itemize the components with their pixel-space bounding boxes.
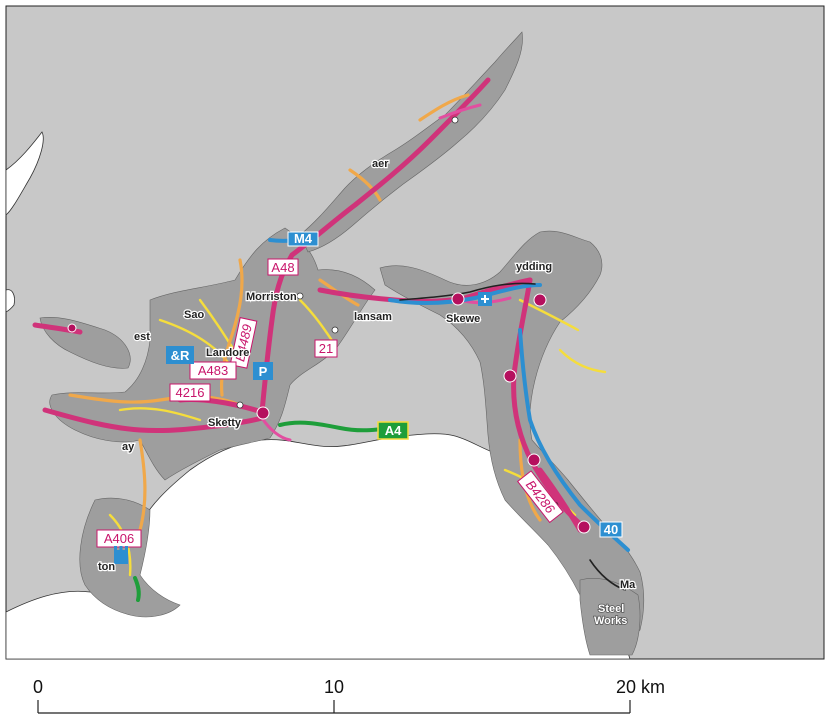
road-shields: A48 B4489 A483 4216 A406 B4286 21 A4 (96, 231, 623, 548)
place-works: Works (594, 615, 627, 627)
scale-bar: 0 10 20 km (33, 677, 665, 714)
shield-m4-label: M4 (294, 231, 313, 246)
shield-a483-label: A483 (198, 363, 228, 378)
road-neath (511, 277, 588, 531)
place-sao: Sao (184, 309, 204, 321)
urban-areas (39, 31, 645, 656)
road-a4-green (278, 420, 392, 433)
junctions (67, 292, 591, 534)
shield-a48-label: A48 (271, 260, 294, 275)
place-morriston: Morriston (246, 291, 297, 303)
castle-icon (114, 546, 128, 564)
shield-a406: A406 (96, 529, 142, 548)
airport-icon (478, 292, 492, 306)
shield-a4216-label: 4216 (176, 385, 205, 400)
shield-a406-label: A406 (104, 531, 134, 546)
place-aer: aer (372, 158, 389, 170)
park-and-ride-icon: &R (166, 346, 194, 364)
scale-label-10: 10 (324, 677, 344, 697)
scale-label-0: 0 (33, 677, 43, 697)
shield-21: 21 (314, 339, 338, 358)
road-m4 (388, 283, 542, 305)
shield-a4-green: A4 (377, 421, 409, 440)
svg-text:&R: &R (171, 348, 190, 363)
shield-40-label: 40 (604, 522, 618, 537)
place-sketty: Sketty (208, 417, 242, 429)
road-west (42, 407, 265, 434)
place-ydding: ydding (516, 261, 552, 273)
place-est: est (134, 331, 150, 343)
svg-text:P: P (259, 364, 268, 379)
place-ay: ay (122, 441, 135, 453)
place-landore: Landore (206, 347, 249, 359)
parking-icon: P (253, 362, 273, 380)
shield-40: 40 (599, 521, 623, 538)
road-b4286 (537, 467, 583, 533)
shield-b4489: B4489 (229, 317, 258, 369)
shield-a4-green-label: A4 (385, 423, 402, 438)
place-ma: Ma (620, 579, 636, 591)
place-ton: ton (98, 561, 115, 573)
shield-m4: M4 (287, 231, 319, 247)
shield-a4216: 4216 (169, 383, 211, 402)
place-lansam: lansam (354, 311, 392, 323)
shield-a48: A48 (267, 258, 299, 276)
river-west-2 (5, 289, 15, 313)
shield-21-label: 21 (319, 341, 333, 356)
scale-label-20: 20 km (616, 677, 665, 697)
place-skewe: Skewe (446, 313, 480, 325)
place-labels: Morriston Landore Sketty Sao est lansam … (97, 157, 638, 628)
shield-a483: A483 (189, 361, 237, 380)
place-steel: Steel (598, 603, 624, 615)
river-west (5, 131, 44, 216)
